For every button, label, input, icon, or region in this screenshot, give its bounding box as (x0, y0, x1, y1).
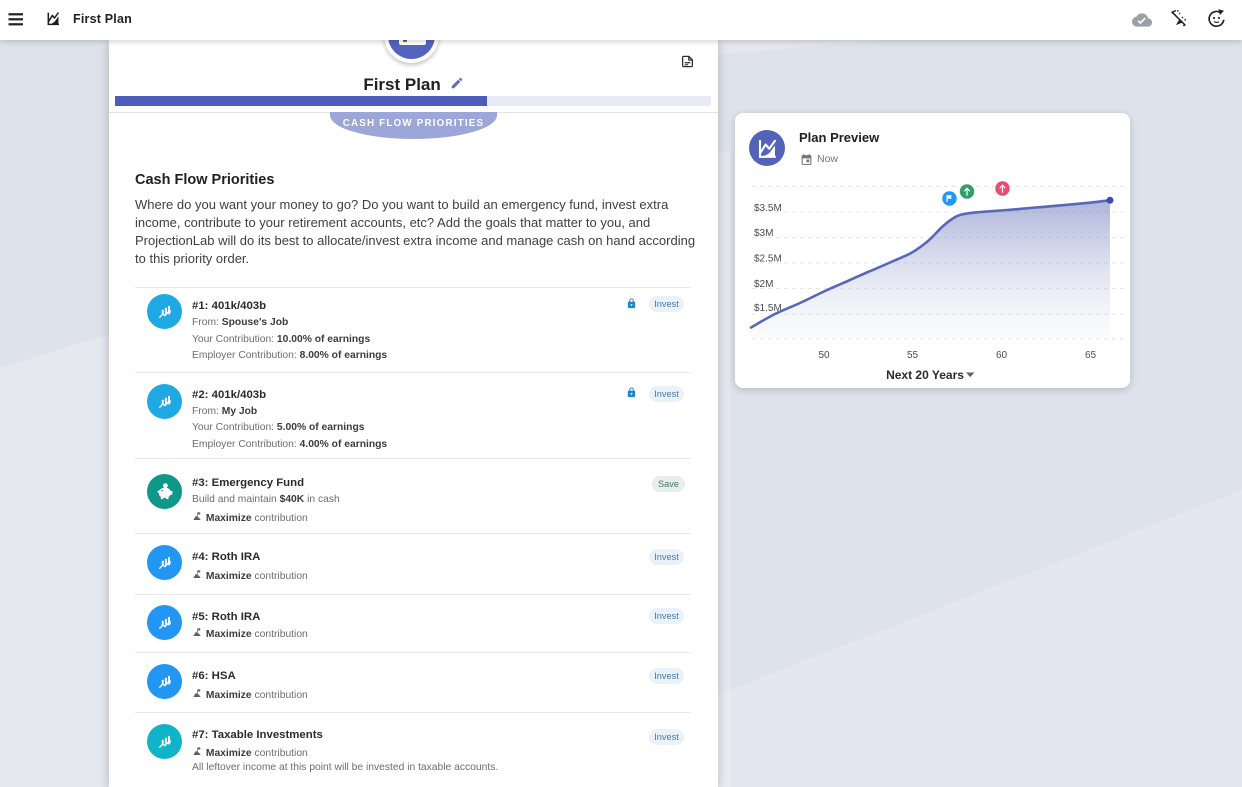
svg-text:$1.5M: $1.5M (754, 303, 782, 314)
svg-text:55: 55 (907, 350, 919, 361)
svg-text:50: 50 (818, 350, 830, 361)
svg-text:$3.5M: $3.5M (754, 203, 782, 214)
svg-text:$2M: $2M (754, 279, 773, 290)
svg-text:$3M: $3M (754, 228, 773, 239)
svg-text:60: 60 (996, 350, 1008, 361)
svg-text:$2.5M: $2.5M (754, 254, 782, 265)
svg-text:65: 65 (1085, 350, 1097, 361)
